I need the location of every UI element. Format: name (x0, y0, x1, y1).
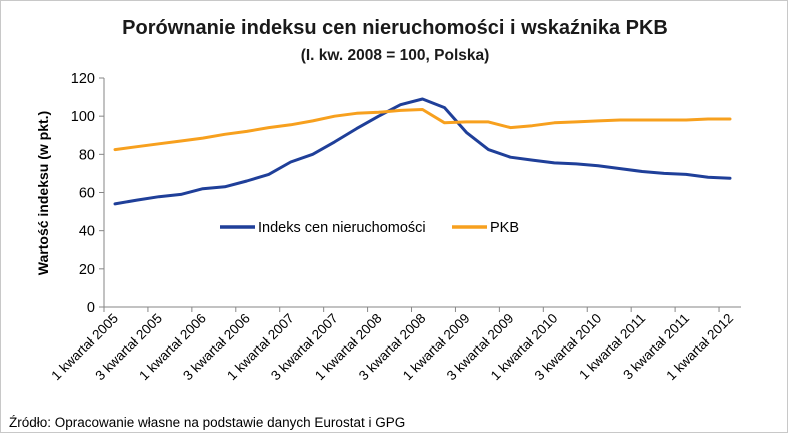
y-tick-label: 60 (79, 186, 95, 202)
legend-label-property-index: Indeks cen nieruchomości (258, 220, 426, 236)
y-tick-label: 120 (71, 71, 95, 87)
series-line-gdp (113, 108, 732, 152)
chart-title: Porównanie indeksu cen nieruchomości i w… (122, 17, 668, 39)
y-tick-labels: 0 20 40 60 80 100 120 (71, 71, 95, 316)
source-note: Źródło: Opracowanie własne na podstawie … (9, 415, 405, 430)
axes (99, 77, 741, 312)
y-tick-label: 0 (87, 300, 95, 316)
chart-subtitle: (I. kw. 2008 = 100, Polska) (301, 47, 490, 64)
y-tick-label: 20 (79, 262, 95, 278)
y-tick-label: 40 (79, 224, 95, 240)
y-axis-label: Wartość indeksu (w pkt.) (35, 111, 51, 275)
legend-label-gdp: PKB (490, 220, 519, 236)
series-line-property-index (113, 97, 732, 206)
y-tick-label: 100 (71, 109, 95, 125)
series-lines (113, 97, 732, 206)
legend: Indeks cen nieruchomości PKB (220, 220, 519, 236)
y-tick-label: 80 (79, 147, 95, 163)
